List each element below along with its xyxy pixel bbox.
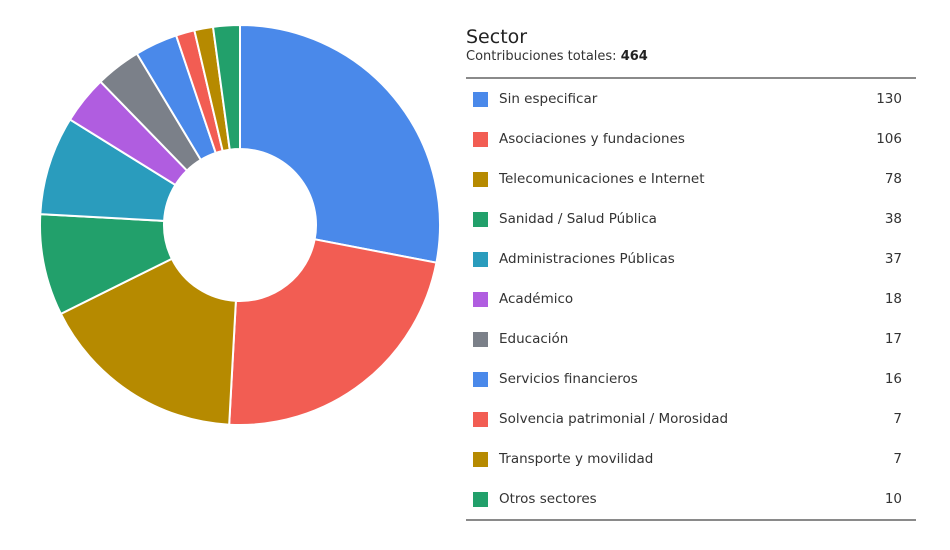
legend-value: 37 [884, 251, 902, 267]
legend-value: 7 [893, 451, 902, 467]
legend-swatch [473, 171, 488, 187]
legend-label: Académico [499, 291, 574, 307]
total-label: Contribuciones totales: [466, 49, 617, 64]
donut-chart [39, 23, 441, 426]
legend-swatch [473, 491, 488, 507]
legend-label: Asociaciones y fundaciones [499, 131, 685, 147]
legend-value: 17 [884, 331, 902, 347]
legend-swatch [473, 211, 488, 227]
legend-swatch [473, 411, 488, 427]
legend-value: 18 [884, 291, 902, 307]
donut-slice-1[interactable] [239, 23, 441, 264]
legend-value: 16 [884, 371, 902, 387]
legend-item[interactable]: Telecomunicaciones e Internet 78 [466, 159, 916, 199]
legend-swatch [473, 451, 488, 467]
legend-subtitle: Contribuciones totales: 464 [466, 49, 916, 65]
legend-item[interactable]: Educación 17 [466, 319, 916, 359]
legend-value: 78 [884, 171, 902, 187]
legend-value: 7 [893, 411, 902, 427]
legend-label: Sin especificar [499, 91, 598, 107]
donut-slice-3[interactable] [59, 257, 237, 426]
legend-item[interactable]: Otros sectores 10 [466, 479, 916, 519]
legend-swatch [473, 131, 488, 147]
legend-item[interactable]: Académico 18 [466, 279, 916, 319]
legend-item[interactable]: Sanidad / Salud Pública 38 [466, 199, 916, 239]
legend-value: 106 [876, 131, 902, 147]
legend-list: Sin especificar 130 Asociaciones y fundaci… [466, 79, 916, 519]
legend-label: Educación [499, 331, 569, 347]
legend-label: Telecomunicaciones e Internet [499, 171, 705, 187]
legend-swatch [473, 251, 488, 267]
legend-label: Servicios financieros [499, 371, 638, 387]
legend-item[interactable]: Administraciones Públicas 37 [466, 239, 916, 279]
legend-item[interactable]: Servicios financieros 16 [466, 359, 916, 399]
legend-label: Solvencia patrimonial / Morosidad [499, 411, 729, 427]
legend-item[interactable]: Solvencia patrimonial / Morosidad 7 [466, 399, 916, 439]
total-value: 464 [620, 49, 648, 64]
legend-value: 10 [884, 491, 902, 507]
legend-value: 130 [876, 91, 902, 107]
legend-item[interactable]: Transporte y movilidad 7 [466, 439, 916, 479]
legend-top-divider [466, 77, 916, 79]
legend-title: Sector [466, 26, 528, 48]
legend-label: Administraciones Públicas [499, 251, 675, 267]
legend-swatch [473, 371, 488, 387]
legend-label: Otros sectores [499, 491, 597, 507]
legend-panel: Sector Contribuciones totales: 464 Sin e… [466, 26, 916, 521]
legend-swatch [473, 331, 488, 347]
legend-value: 38 [884, 211, 902, 227]
legend-item[interactable]: Sin especificar 130 [466, 79, 916, 119]
legend-swatch [473, 291, 488, 307]
legend-bottom-divider [466, 519, 916, 521]
legend-swatch [473, 91, 488, 107]
legend-label: Transporte y movilidad [499, 451, 654, 467]
donut-slice-11[interactable] [211, 23, 241, 151]
legend-label: Sanidad / Salud Pública [499, 211, 657, 227]
legend-item[interactable]: Asociaciones y fundaciones 106 [466, 119, 916, 159]
donut-slice-2[interactable] [228, 238, 438, 426]
